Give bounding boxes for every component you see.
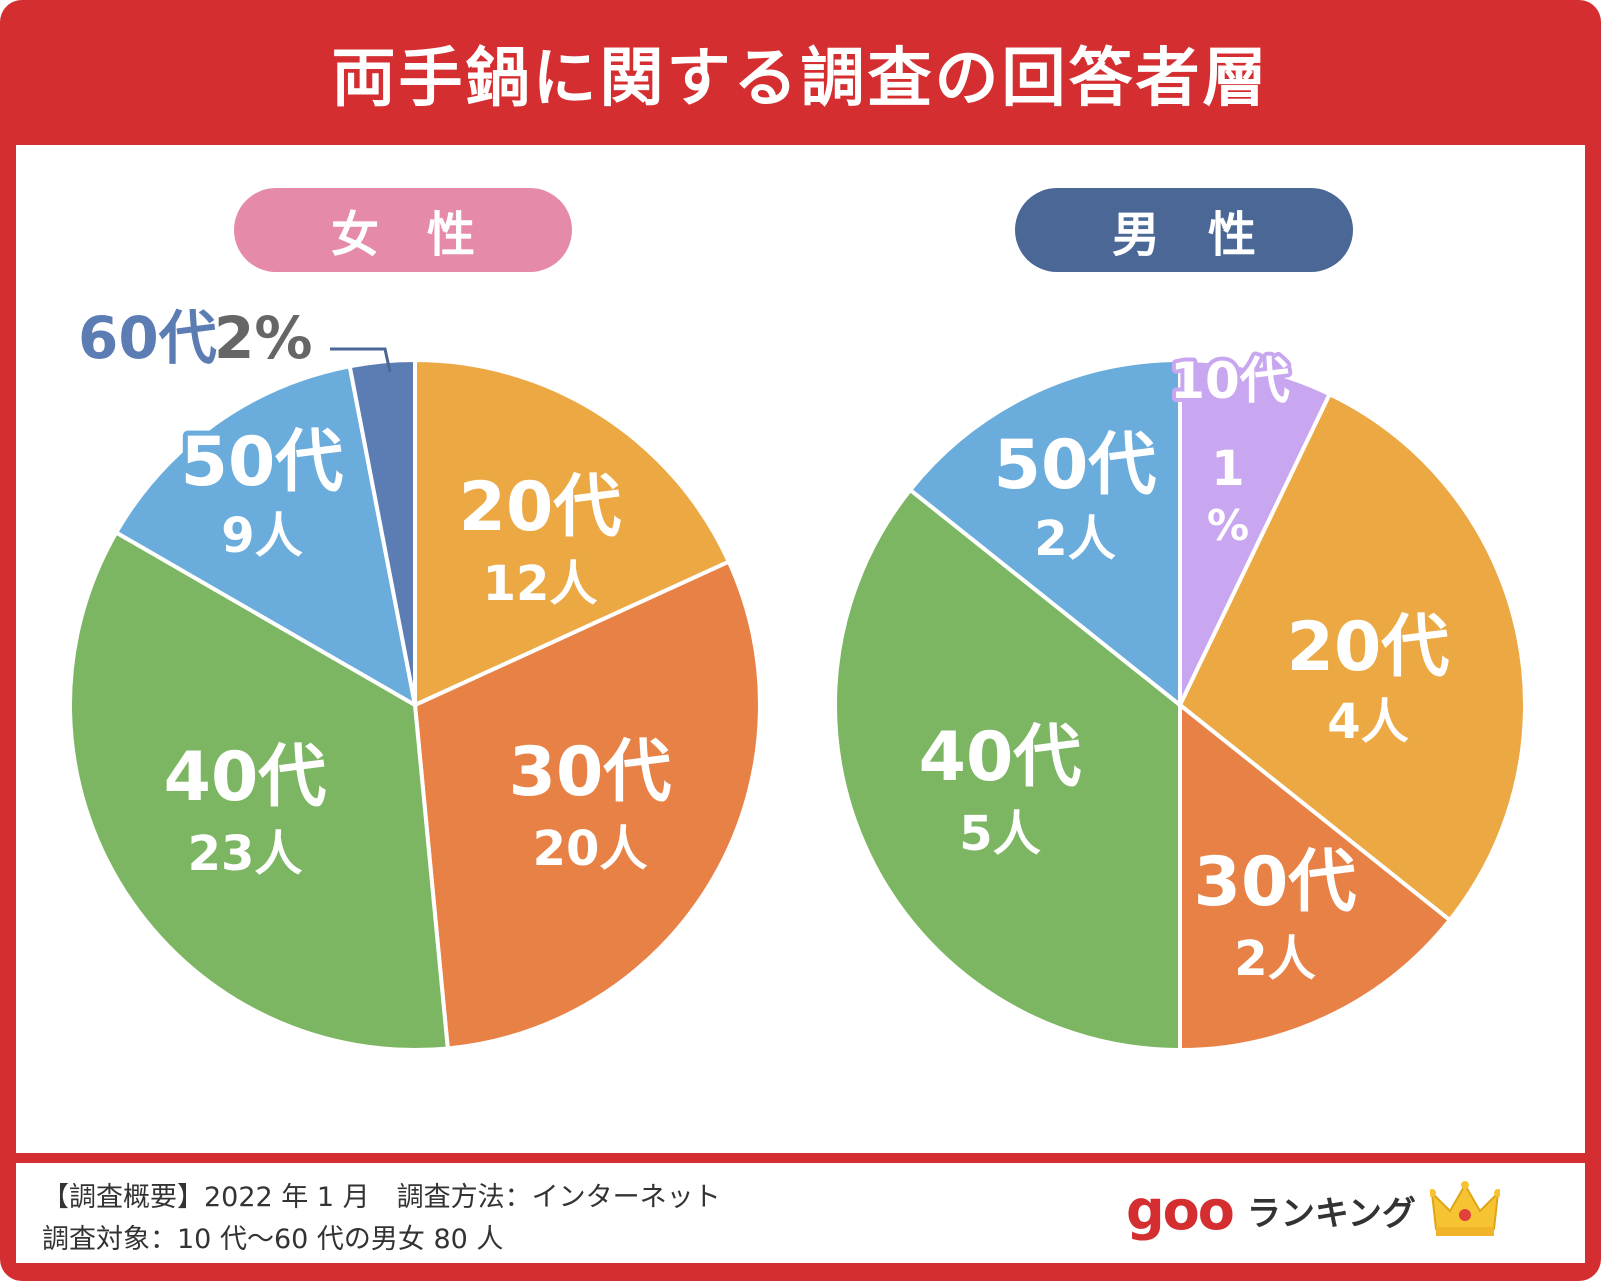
male-30s-label: 30代	[1194, 843, 1357, 922]
male-slice-4	[908, 358, 1182, 707]
male-pie	[833, 358, 1527, 1052]
male-40s-label: 40代	[919, 718, 1082, 797]
brand-goo: goo	[1126, 1178, 1235, 1242]
female-20s-count: 12人	[483, 556, 598, 612]
survey-line-2: 調査対象：10 代〜60 代の男女 80 人	[42, 1224, 504, 1255]
female-pie	[68, 358, 762, 1052]
survey-summary: 【調査概要】2022 年 1 月 調査方法：インターネット 調査対象：10 代〜…	[42, 1177, 721, 1261]
female-30s-label: 30代	[509, 733, 672, 812]
footer: 【調査概要】2022 年 1 月 調査方法：インターネット 調査対象：10 代〜…	[16, 1163, 1585, 1263]
male-20s-count: 4人	[1327, 694, 1408, 750]
male-30s-count: 2人	[1234, 931, 1315, 987]
male-slice-0	[1178, 358, 1332, 707]
female-30s-count: 20人	[533, 821, 648, 877]
female-slice-2	[68, 530, 450, 1052]
female-40s-label: 40代	[164, 738, 327, 817]
crown-icon	[1429, 1181, 1500, 1236]
page-title: 両手鍋に関する調査の回答者層	[331, 41, 1270, 116]
female-60s-count: 2%	[214, 304, 312, 372]
male-slice-3	[833, 487, 1182, 1052]
female-50s-label: 50代	[181, 423, 344, 502]
male-10s-count-digit: 1	[1211, 441, 1244, 497]
female-40s-count: 23人	[188, 826, 303, 882]
survey-line-1: 【調査概要】2022 年 1 月 調査方法：インターネット	[42, 1182, 721, 1213]
female-50s-count: 9人	[221, 508, 302, 564]
male-slice-2	[1178, 703, 1452, 1052]
female-60s-leader-line	[330, 347, 392, 373]
female-20s-label: 20代	[459, 468, 622, 547]
male-50s-count: 2人	[1034, 511, 1115, 567]
female-slice-0	[413, 358, 731, 707]
female-slice-3	[114, 364, 417, 707]
male-50s-label: 50代	[994, 426, 1157, 505]
male-title: 男 性	[1111, 207, 1256, 263]
male-title-pill: 男 性	[1015, 188, 1353, 272]
female-title: 女 性	[330, 207, 475, 263]
female-slice-4	[347, 358, 417, 707]
female-slice-1	[413, 559, 762, 1051]
goo-ranking-logo[interactable]: goo ランキング	[1126, 1175, 1500, 1245]
female-60s-label: 60代	[78, 304, 217, 372]
female-title-pill: 女 性	[234, 188, 572, 272]
brand-ranking: ランキング	[1246, 1193, 1416, 1234]
male-40s-count: 5人	[959, 806, 1040, 862]
male-10s-count-unit: %	[1207, 501, 1249, 550]
male-20s-label: 20代	[1287, 608, 1450, 687]
male-slice-1	[1178, 392, 1527, 923]
male-10s-label: 10代	[1170, 352, 1290, 410]
